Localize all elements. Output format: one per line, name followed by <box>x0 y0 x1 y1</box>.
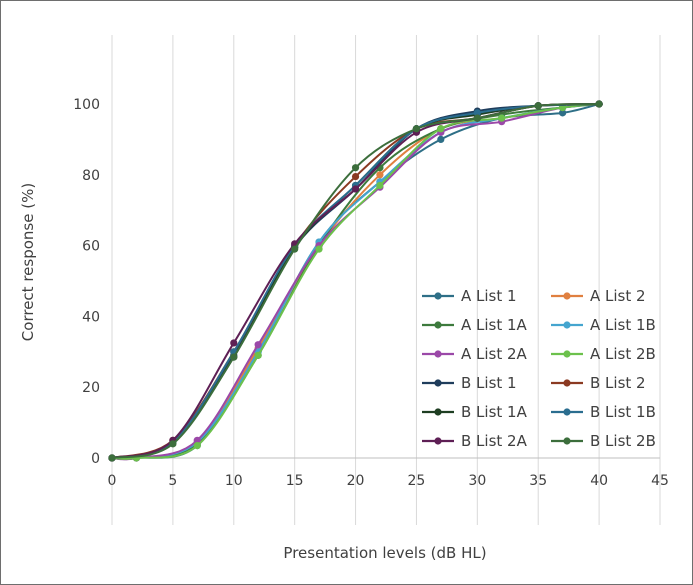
series-line-b-list-1b <box>111 103 600 459</box>
data-point <box>351 185 360 193</box>
series-a-list-2b <box>108 100 603 462</box>
legend-swatch-marker <box>563 321 571 329</box>
legend-swatch-marker <box>434 379 442 387</box>
legend: A List 1 A List 2 A List 1A A List 1B A List… <box>422 287 656 450</box>
legend-item: A List 2 <box>551 287 646 305</box>
legend-label: A List 2B <box>590 345 656 363</box>
legend-item: A List 2B <box>551 345 656 363</box>
legend-swatch-marker <box>434 350 442 358</box>
data-point <box>230 353 238 361</box>
y-tick-label: 40 <box>82 309 100 325</box>
x-tick-label: 25 <box>408 473 426 489</box>
data-point <box>412 125 421 133</box>
legend-swatch-marker <box>563 379 571 387</box>
x-tick-label: 45 <box>651 473 669 489</box>
data-point <box>254 351 262 359</box>
y-tick-labels: 0 20 40 60 80 100 <box>73 97 100 467</box>
data-point <box>193 442 201 450</box>
legend-item: B List 2A <box>422 432 528 450</box>
y-tick-label: 0 <box>91 451 100 467</box>
legend-item: B List 1B <box>551 403 656 421</box>
legend-label: A List 1A <box>461 316 528 334</box>
legend-swatch-marker <box>563 408 571 416</box>
legend-swatch-marker <box>563 437 571 445</box>
series-b-list-2b <box>108 100 603 462</box>
x-tick-label: 15 <box>286 473 304 489</box>
data-point <box>534 102 542 110</box>
legend-item: A List 2A <box>422 345 528 363</box>
y-tick-label: 20 <box>82 380 100 396</box>
x-tick-labels: 0 5 10 15 20 25 30 35 40 45 <box>108 473 669 489</box>
data-point <box>595 100 603 108</box>
legend-label: B List 2A <box>461 432 528 450</box>
x-tick-label: 10 <box>225 473 243 489</box>
legend-swatch-marker <box>434 408 442 416</box>
data-point <box>193 436 201 444</box>
legend-item: A List 1A <box>422 316 528 334</box>
data-point <box>376 181 384 190</box>
legend-item: B List 1 <box>422 374 517 392</box>
legend-swatch-marker <box>563 350 571 358</box>
x-tick-label: 40 <box>590 473 608 489</box>
series-line-a-list-2b <box>111 103 600 460</box>
legend-label: B List 2 <box>590 374 646 392</box>
legend-item: B List 2 <box>551 374 646 392</box>
x-tick-label: 20 <box>347 473 365 489</box>
legend-label: A List 2A <box>461 345 528 363</box>
series-line-a-list-2a <box>111 103 600 461</box>
legend-label: B List 1 <box>461 374 517 392</box>
legend-swatch-marker <box>563 292 571 300</box>
data-point <box>473 114 481 122</box>
y-tick-label: 60 <box>82 239 100 255</box>
data-point <box>376 171 384 179</box>
data-point <box>437 125 445 133</box>
y-tick-label: 100 <box>73 97 100 113</box>
data-point <box>291 245 299 253</box>
legend-label: A List 2 <box>590 287 646 305</box>
legend-swatch-marker <box>434 321 442 329</box>
legend-swatch-marker <box>434 292 442 300</box>
legend-item: B List 2B <box>551 432 656 450</box>
x-tick-label: 0 <box>108 473 117 489</box>
data-point <box>498 114 506 122</box>
gridlines <box>111 35 661 525</box>
legend-item: A List 1 <box>422 287 517 305</box>
data-point <box>230 339 238 347</box>
series-line-b-list-2b <box>111 103 600 459</box>
y-tick-label: 80 <box>82 168 100 184</box>
y-axis-title: Correct response (%) <box>19 183 37 341</box>
data-point <box>169 440 177 448</box>
data-point <box>558 109 567 117</box>
legend-item: B List 1A <box>422 403 528 421</box>
x-tick-label: 5 <box>168 473 177 489</box>
data-point <box>315 245 323 253</box>
legend-item: A List 1B <box>551 316 656 334</box>
legend-label: B List 1A <box>461 403 528 421</box>
legend-label: A List 1B <box>590 316 656 334</box>
legend-label: A List 1 <box>461 287 517 305</box>
data-point <box>254 341 262 349</box>
legend-swatch-marker <box>434 437 442 445</box>
x-tick-label: 30 <box>468 473 486 489</box>
data-point <box>351 164 360 172</box>
data-point <box>351 172 360 181</box>
data-point <box>473 109 481 117</box>
legend-label: B List 2B <box>590 432 656 450</box>
x-tick-label: 35 <box>529 473 547 489</box>
data-point <box>108 454 116 462</box>
series-lines <box>108 100 603 462</box>
data-point <box>437 135 445 143</box>
legend-label: B List 1B <box>590 403 656 421</box>
x-axis-title: Presentation levels (dB HL) <box>283 544 486 562</box>
